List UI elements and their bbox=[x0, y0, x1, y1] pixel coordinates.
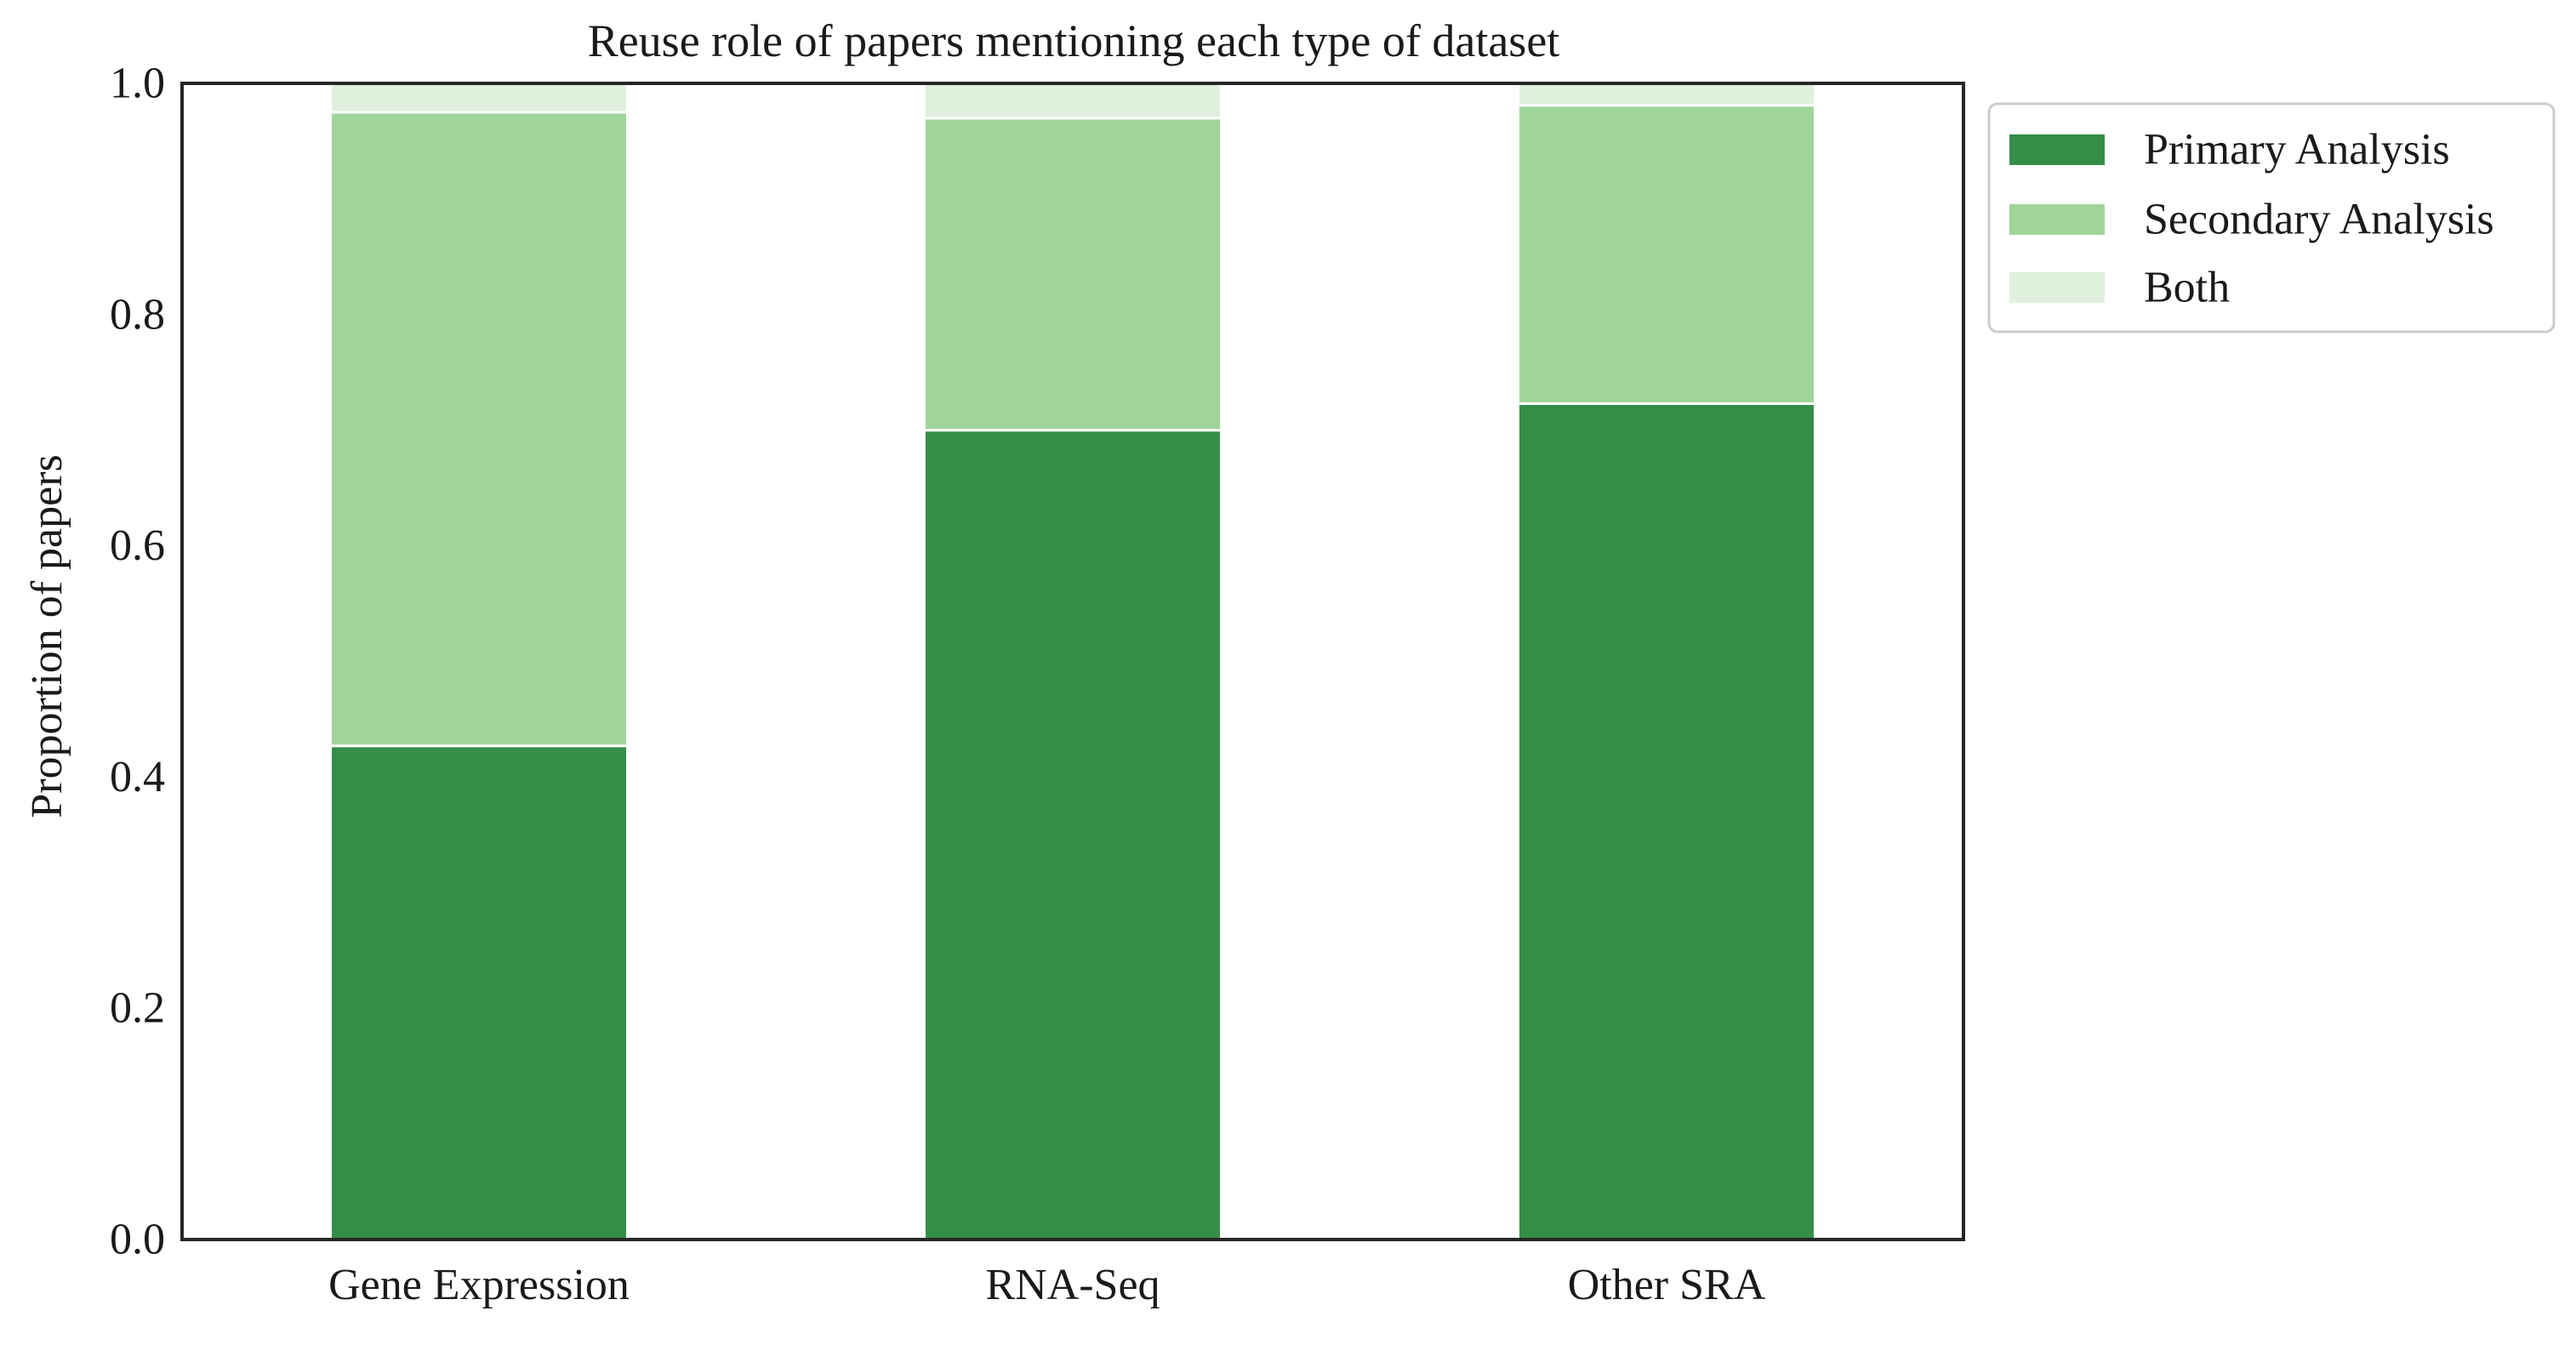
chart-title: Reuse role of papers mentioning each typ… bbox=[588, 15, 1560, 66]
legend-label-secondary: Secondary Analysis bbox=[2144, 196, 2494, 244]
bar-other-sra-secondary-analysis bbox=[1517, 104, 1816, 405]
legend-label-primary: Primary Analysis bbox=[2144, 126, 2450, 174]
bar-gene-expression-secondary-analysis bbox=[329, 111, 629, 748]
legend-box bbox=[1987, 102, 2556, 333]
y-tick-label-0-8: 0.8 bbox=[110, 290, 165, 339]
ticks-layer: Gene Expression RNA-Seq Other SRA 0.0 0.2 0.4… bbox=[110, 60, 1766, 1310]
y-tick-label-0-6: 0.6 bbox=[110, 521, 165, 570]
bar-other-sra-primary-analysis bbox=[1517, 402, 1816, 1241]
legend-item-secondary: Secondary Analysis bbox=[2009, 196, 2494, 244]
y-tick-label-0-2: 0.2 bbox=[110, 984, 165, 1033]
bar-gene-expression-primary-analysis bbox=[329, 744, 629, 1241]
legend-item-both: Both bbox=[2009, 264, 2230, 312]
bar-rna-seq-both bbox=[923, 82, 1222, 120]
y-tick-label-0-0: 0.0 bbox=[110, 1216, 165, 1264]
legend-swatch-secondary bbox=[2009, 204, 2105, 235]
bar-gene-expression-both bbox=[329, 82, 629, 114]
legend-label-both: Both bbox=[2144, 264, 2230, 312]
x-tick-label-rna-seq: RNA-Seq bbox=[985, 1261, 1160, 1309]
plot-frame bbox=[180, 82, 1965, 1241]
legend-item-primary: Primary Analysis bbox=[2009, 126, 2450, 174]
y-tick-label-1-0: 1.0 bbox=[110, 60, 165, 108]
legend: Primary Analysis Secondary Analysis Both bbox=[1987, 102, 2556, 333]
y-tick-label-0-4: 0.4 bbox=[110, 753, 165, 801]
bar-other-sra-both bbox=[1517, 82, 1816, 107]
legend-swatch-primary bbox=[2009, 134, 2105, 165]
bar-rna-seq-secondary-analysis bbox=[923, 117, 1222, 432]
x-tick-label-other-sra: Other SRA bbox=[1568, 1261, 1766, 1309]
bars-layer bbox=[329, 82, 1816, 1241]
x-tick-label-gene-expression: Gene Expression bbox=[328, 1261, 630, 1309]
y-axis-label: Proportion of papers bbox=[23, 454, 71, 818]
legend-swatch-both bbox=[2009, 272, 2105, 303]
bar-rna-seq-primary-analysis bbox=[923, 429, 1222, 1241]
